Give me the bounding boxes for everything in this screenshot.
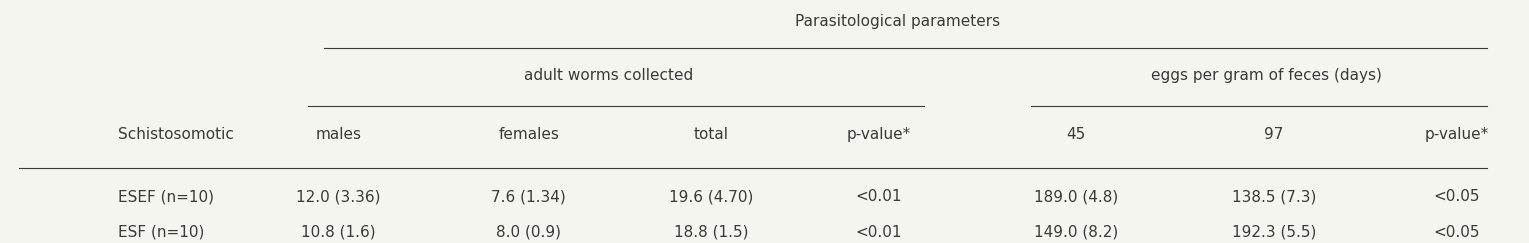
Text: females: females — [498, 127, 560, 142]
Text: 192.3 (5.5): 192.3 (5.5) — [1232, 225, 1316, 240]
Text: total: total — [694, 127, 729, 142]
Text: 10.8 (1.6): 10.8 (1.6) — [301, 225, 376, 240]
Text: 97: 97 — [1264, 127, 1284, 142]
Text: p-value*: p-value* — [1425, 127, 1489, 142]
Text: 149.0 (8.2): 149.0 (8.2) — [1034, 225, 1118, 240]
Text: 12.0 (3.36): 12.0 (3.36) — [297, 189, 381, 204]
Text: 18.8 (1.5): 18.8 (1.5) — [674, 225, 749, 240]
Text: ESF (n=10): ESF (n=10) — [118, 225, 205, 240]
Text: 45: 45 — [1067, 127, 1086, 142]
Text: males: males — [315, 127, 362, 142]
Text: Schistosomotic: Schistosomotic — [118, 127, 234, 142]
Text: 19.6 (4.70): 19.6 (4.70) — [670, 189, 754, 204]
Text: adult worms collected: adult worms collected — [524, 68, 693, 83]
Text: Parasitological parameters: Parasitological parameters — [795, 14, 1000, 29]
Text: p-value*: p-value* — [847, 127, 911, 142]
Text: eggs per gram of feces (days): eggs per gram of feces (days) — [1151, 68, 1382, 83]
Text: 189.0 (4.8): 189.0 (4.8) — [1034, 189, 1118, 204]
Text: 7.6 (1.34): 7.6 (1.34) — [491, 189, 566, 204]
Text: <0.01: <0.01 — [855, 225, 902, 240]
Text: <0.05: <0.05 — [1433, 225, 1480, 240]
Text: <0.05: <0.05 — [1433, 189, 1480, 204]
Text: 8.0 (0.9): 8.0 (0.9) — [497, 225, 561, 240]
Text: ESEF (n=10): ESEF (n=10) — [118, 189, 214, 204]
Text: <0.01: <0.01 — [855, 189, 902, 204]
Text: 138.5 (7.3): 138.5 (7.3) — [1232, 189, 1316, 204]
